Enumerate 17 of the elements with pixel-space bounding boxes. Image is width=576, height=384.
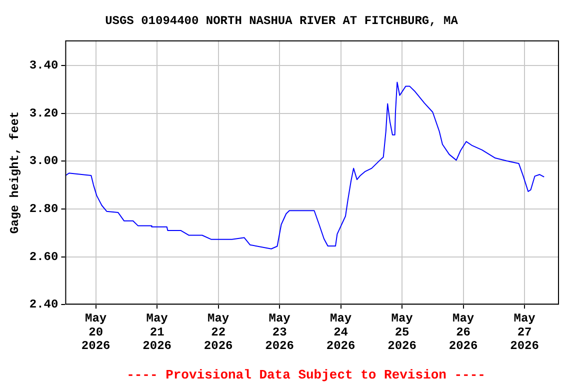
x-tick-label: May 24 2026 bbox=[326, 312, 356, 354]
x-tick-label: May 22 2026 bbox=[204, 312, 233, 354]
x-tick-label: May 25 2026 bbox=[388, 312, 416, 354]
y-tick-label: 2.40 bbox=[29, 298, 58, 312]
chart-title: USGS 01094400 NORTH NASHUA RIVER AT FITCHBURG, MA bbox=[105, 14, 459, 28]
x-tick-label: May 21 2026 bbox=[142, 312, 172, 354]
y-tick-label: 2.60 bbox=[29, 250, 58, 264]
x-tick-label: May 27 2026 bbox=[510, 312, 539, 354]
x-tick-label: May 26 2026 bbox=[448, 312, 478, 354]
y-axis-title: Gage height, feet bbox=[8, 111, 22, 234]
text: ---- Provisional Data Subject to Revision ---- bbox=[126, 367, 486, 382]
y-tick-label: 3.40 bbox=[29, 58, 58, 73]
y-tick-label: 3.20 bbox=[29, 106, 58, 120]
y-tick-label: 2.80 bbox=[29, 202, 58, 216]
y-tick-label: 3.00 bbox=[29, 154, 58, 168]
x-tick-label: May 23 2026 bbox=[265, 312, 294, 354]
x-tick-label: May 20 2026 bbox=[81, 312, 110, 354]
